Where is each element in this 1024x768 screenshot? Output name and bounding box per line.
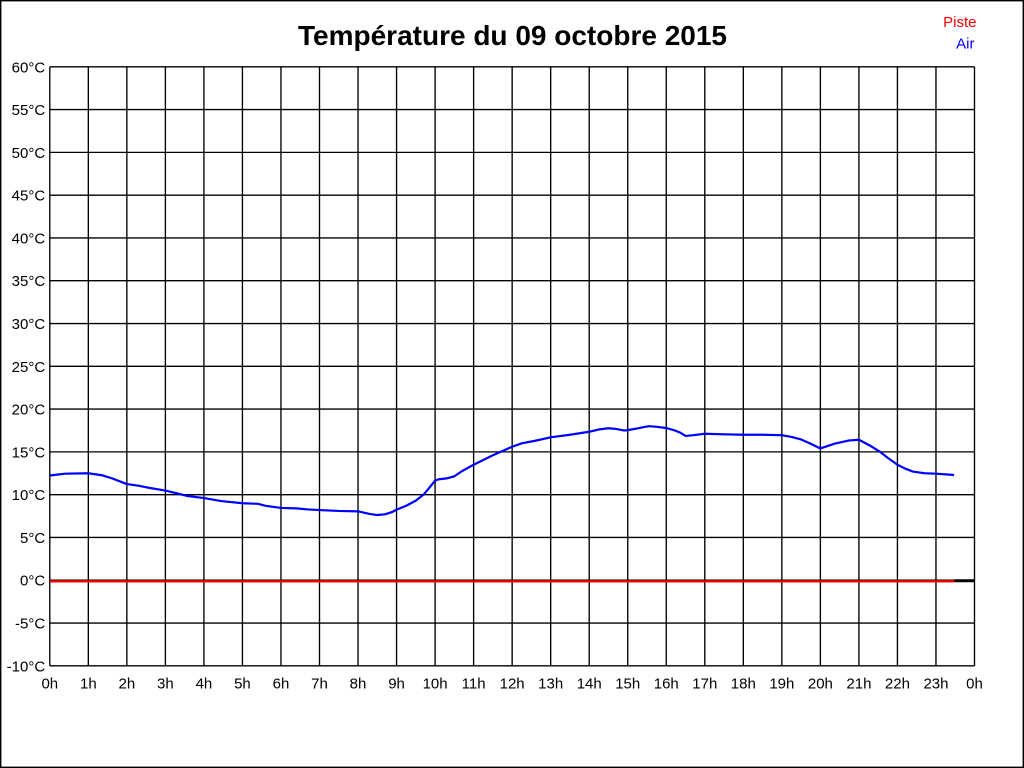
- svg-text:Piste: Piste: [943, 14, 976, 31]
- svg-text:0h: 0h: [41, 675, 58, 692]
- svg-text:30°C: 30°C: [12, 316, 46, 333]
- svg-text:-5°C: -5°C: [15, 615, 45, 632]
- svg-text:8h: 8h: [350, 675, 367, 692]
- svg-text:10h: 10h: [423, 675, 448, 692]
- svg-text:7h: 7h: [311, 675, 328, 692]
- svg-text:20h: 20h: [808, 675, 833, 692]
- svg-text:1h: 1h: [80, 675, 97, 692]
- svg-text:Air: Air: [956, 36, 974, 53]
- svg-text:11h: 11h: [462, 675, 486, 692]
- svg-text:50°C: 50°C: [12, 145, 46, 162]
- svg-text:-10°C: -10°C: [7, 658, 46, 675]
- svg-text:13h: 13h: [538, 675, 563, 692]
- svg-text:5h: 5h: [234, 675, 251, 692]
- svg-text:9h: 9h: [388, 675, 405, 692]
- svg-text:5°C: 5°C: [20, 530, 45, 547]
- svg-text:0°C: 0°C: [20, 573, 45, 590]
- svg-text:3h: 3h: [157, 675, 174, 692]
- svg-text:25°C: 25°C: [12, 359, 46, 376]
- svg-text:Température du 09 octobre 2015: Température du 09 octobre 2015: [298, 20, 727, 51]
- svg-text:15°C: 15°C: [12, 444, 46, 461]
- svg-text:60°C: 60°C: [12, 59, 46, 76]
- svg-text:0h: 0h: [966, 675, 983, 692]
- svg-text:23h: 23h: [923, 675, 948, 692]
- svg-text:55°C: 55°C: [12, 102, 46, 119]
- svg-text:19h: 19h: [769, 675, 794, 692]
- svg-text:20°C: 20°C: [12, 402, 46, 419]
- svg-text:21h: 21h: [846, 675, 871, 692]
- svg-text:16h: 16h: [654, 675, 679, 692]
- svg-text:14h: 14h: [577, 675, 602, 692]
- svg-text:17h: 17h: [692, 675, 717, 692]
- svg-text:4h: 4h: [196, 675, 213, 692]
- svg-text:22h: 22h: [885, 675, 910, 692]
- svg-text:45°C: 45°C: [12, 188, 46, 205]
- svg-text:15h: 15h: [615, 675, 640, 692]
- svg-text:35°C: 35°C: [12, 273, 46, 290]
- svg-text:10°C: 10°C: [12, 487, 46, 504]
- svg-text:6h: 6h: [273, 675, 290, 692]
- svg-text:2h: 2h: [119, 675, 136, 692]
- svg-text:12h: 12h: [500, 675, 525, 692]
- svg-text:18h: 18h: [731, 675, 756, 692]
- svg-text:40°C: 40°C: [12, 230, 46, 247]
